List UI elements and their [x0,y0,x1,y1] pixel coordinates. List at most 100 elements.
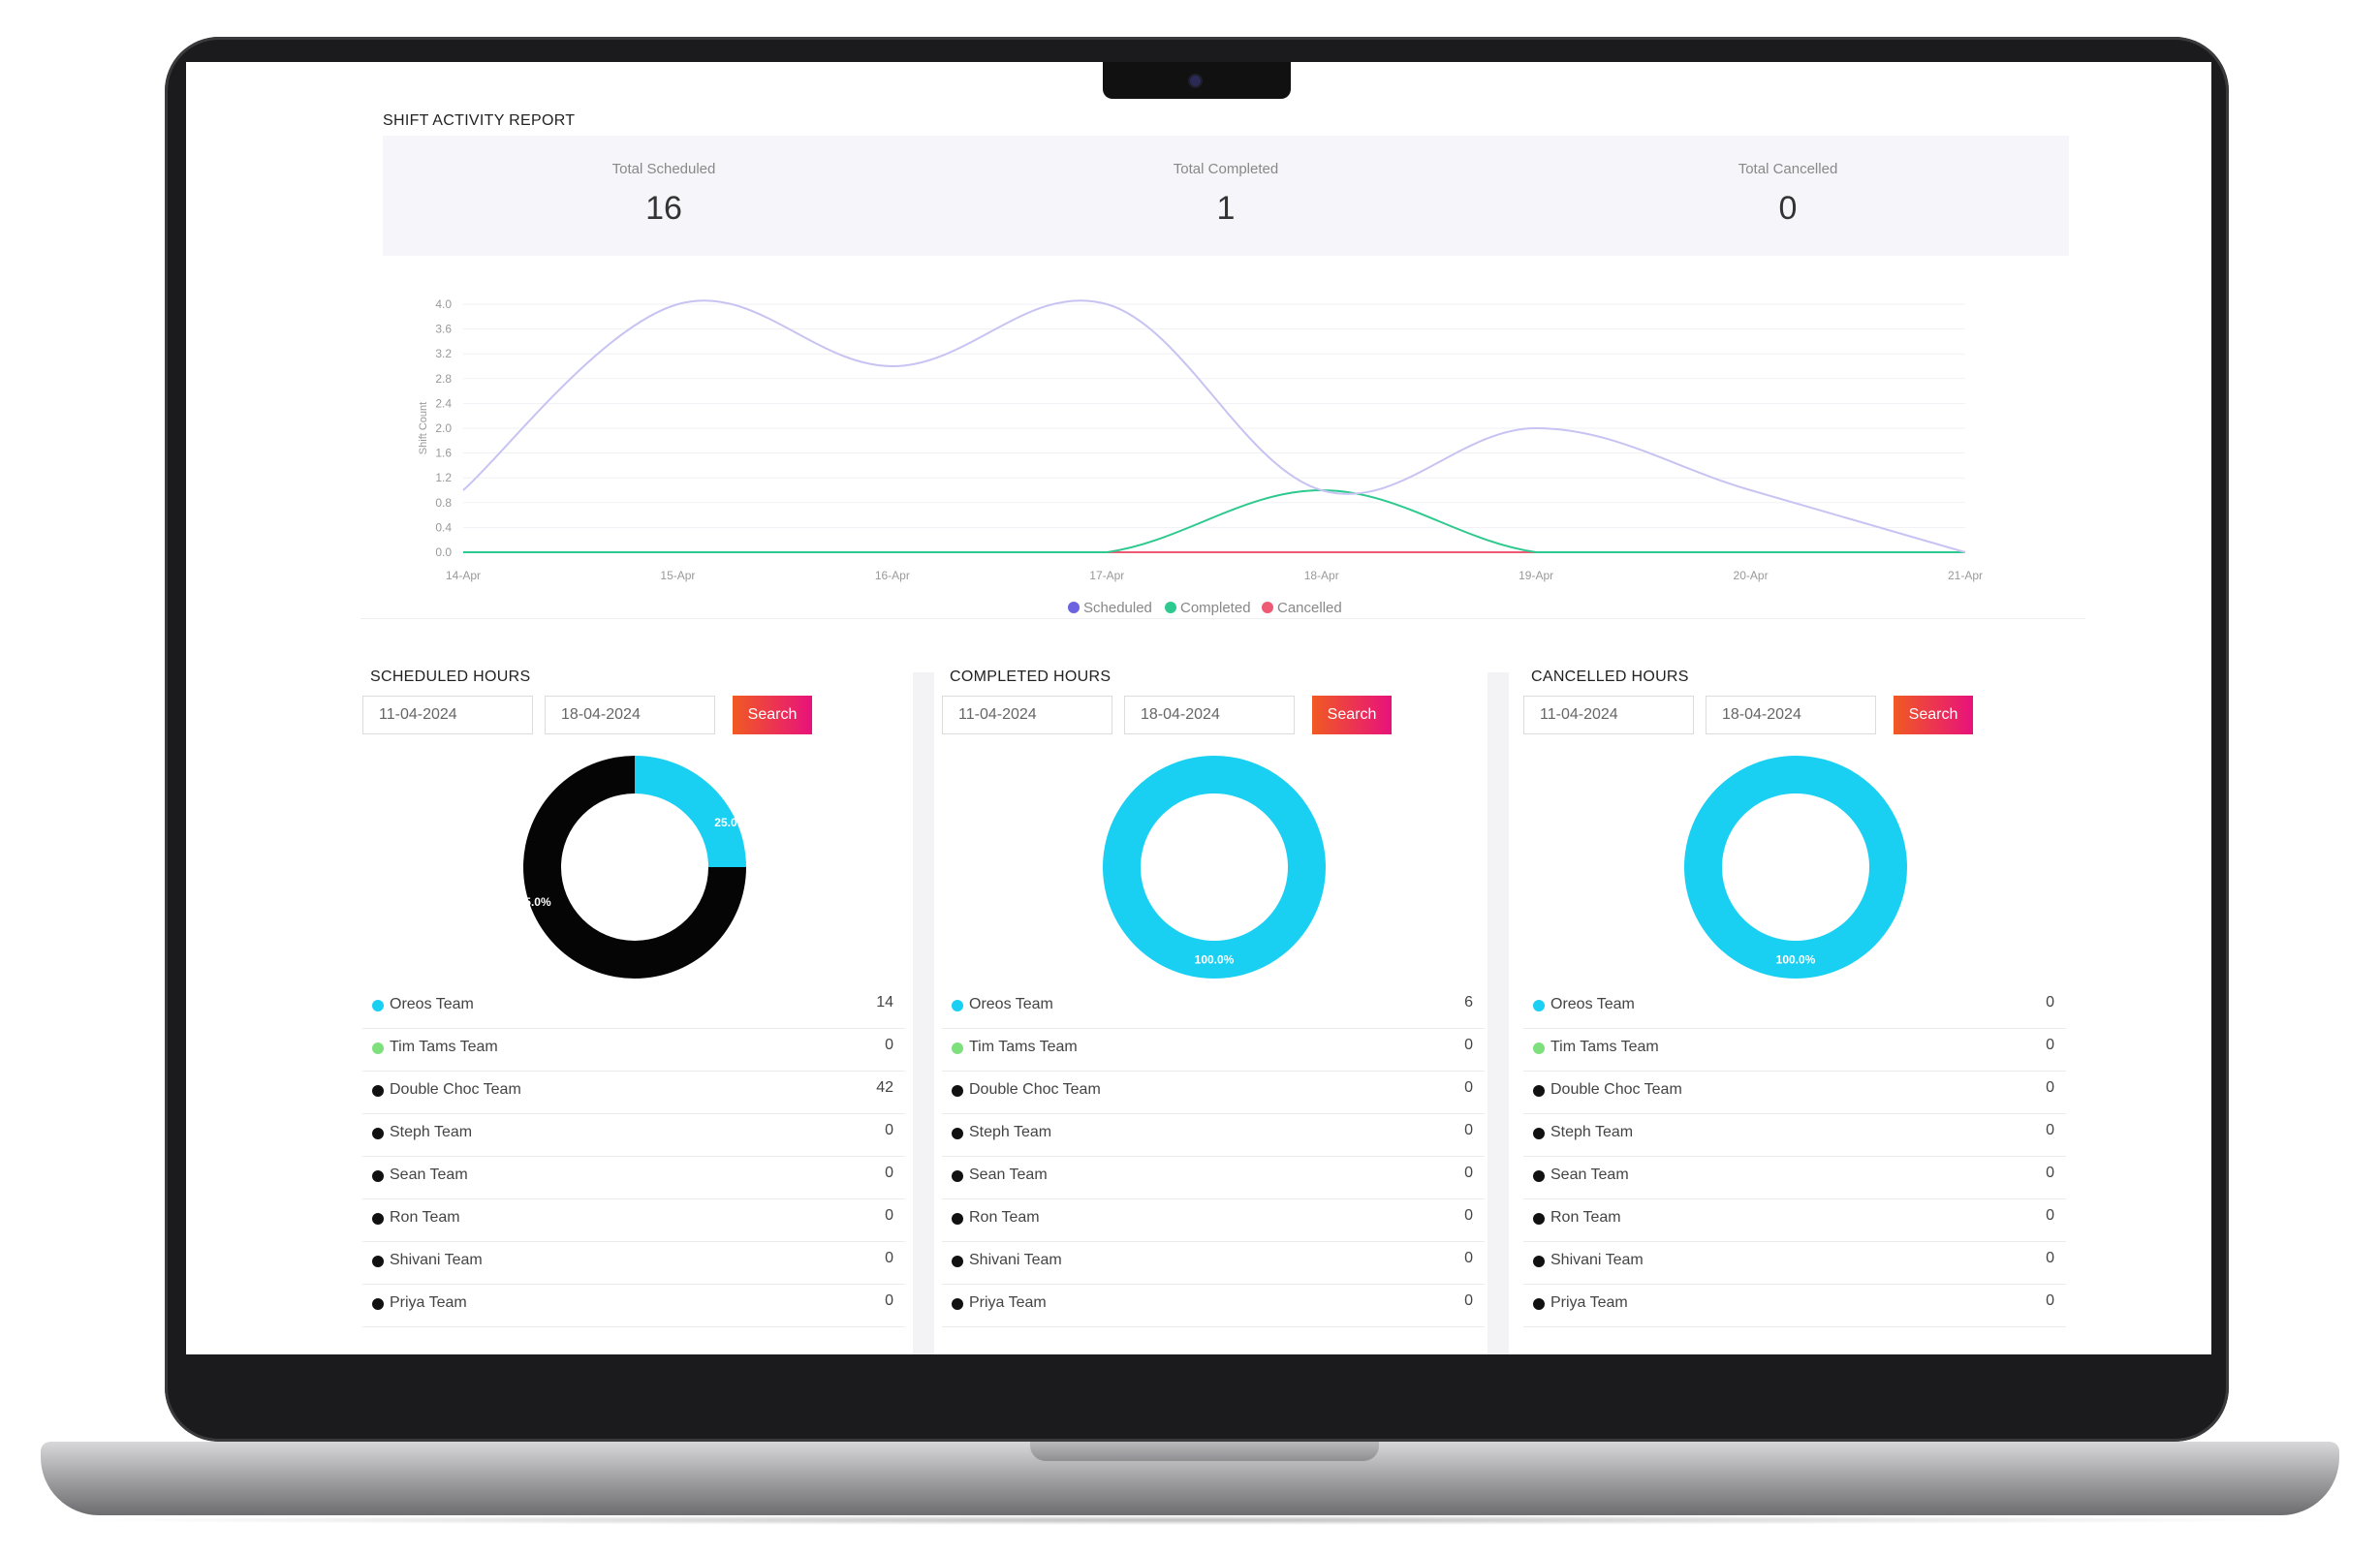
legend-dot-icon [952,1256,963,1267]
y-tick-label: 2.8 [435,372,452,386]
laptop-base-notch [1030,1442,1379,1461]
team-row: Shivani Team 0 [1523,1242,2066,1285]
x-tick-label: 20-Apr [1734,569,1769,582]
series-line-scheduled [462,299,1966,553]
team-row: Ron Team 0 [1523,1199,2066,1242]
team-row: Sean Team 0 [362,1157,905,1199]
team-row: Steph Team 0 [942,1114,1485,1157]
team-row: Tim Tams Team 0 [362,1029,905,1072]
y-tick-label: 3.2 [435,347,452,360]
donut-percent-label: 100.0% [1195,953,1235,967]
search-button[interactable]: Search [733,696,812,734]
stat-value: 1 [1216,190,1236,227]
team-hours-value: 0 [2046,1207,2054,1224]
team-hours-value: 0 [885,1292,893,1309]
shift-activity-line-chart: 4.0 3.6 3.2 2.8 2.4 2.0 1.6 1.2 0.8 0.4 0.0 14-Apr 1… [418,297,1983,616]
team-row: Oreos Team 6 [942,986,1485,1029]
legend-entry[interactable]: Scheduled [1083,600,1152,616]
legend-dot-icon [1533,1256,1545,1267]
legend-dot-icon [1533,1128,1545,1139]
team-hours-value: 0 [885,1250,893,1266]
team-name: Sean Team [390,1166,468,1183]
search-button[interactable]: Search [1312,696,1392,734]
team-name: Double Choc Team [1550,1081,1682,1098]
stat-total-cancelled: Total Cancelled 0 [1507,136,2069,256]
legend-dot-icon [1165,602,1176,613]
from-date-input[interactable] [942,696,1112,734]
x-tick-label: 16-Apr [875,569,910,582]
legend-dot-icon [372,1128,384,1139]
team-hours-value: 0 [2046,1292,2054,1309]
team-hours-value: 0 [2046,994,2054,1011]
legend-dot-icon [952,1000,963,1011]
panel-title: SCHEDULED HOURS [370,669,531,685]
search-button[interactable]: Search [1894,696,1973,734]
stat-label: Total Scheduled [611,161,716,177]
team-row: Ron Team 0 [942,1199,1485,1242]
team-hours-value: 0 [2046,1037,2054,1053]
to-date-input[interactable] [1706,696,1876,734]
stat-label: Total Cancelled [1738,161,1838,177]
x-tick-label: 14-Apr [446,569,481,582]
to-date-input[interactable] [1124,696,1295,734]
legend-dot-icon [1533,1000,1545,1011]
legend-dot-icon [372,1298,384,1310]
team-name: Oreos Team [969,996,1053,1012]
team-name: Oreos Team [1550,996,1635,1012]
legend-entry[interactable]: Completed [1180,600,1251,616]
y-tick-label: 0.4 [435,520,452,534]
team-hours-value: 0 [885,1122,893,1138]
report-title: SHIFT ACTIVITY REPORT [383,112,576,129]
team-name: Shivani Team [969,1252,1062,1268]
legend-dot-icon [372,1000,384,1011]
divider [360,618,2085,619]
y-tick-label: 1.6 [435,447,452,460]
x-tick-label: 17-Apr [1089,569,1124,582]
team-name: Double Choc Team [969,1081,1101,1098]
team-row: Sean Team 0 [1523,1157,2066,1199]
team-row: Double Choc Team 0 [1523,1072,2066,1114]
legend-dot-icon [952,1042,963,1054]
to-date-input[interactable] [545,696,715,734]
team-row: Tim Tams Team 0 [1523,1029,2066,1072]
team-name: Ron Team [969,1209,1040,1226]
team-list: Oreos Team 6 Tim Tams Team 0 Double Choc Tea… [942,986,1485,1327]
series-line-completed [462,488,1965,554]
donut-slice [1684,756,1907,979]
donut-percent-label: 75.0% [523,895,551,909]
donut-chart: 100.0% [1103,756,1326,979]
y-tick-label: 2.0 [435,421,452,435]
team-hours-value: 0 [885,1165,893,1181]
stats-panel: Total Scheduled 16 Total Completed 1 Tot… [383,136,2069,256]
team-hours-value: 0 [1464,1122,1473,1138]
team-name: Priya Team [390,1294,467,1311]
team-name: Steph Team [390,1124,473,1140]
cancelled-hours-panel: CANCELLED HOURS Search 100.0% Oreos Team… [1523,653,2066,1354]
legend-dot-icon [372,1256,384,1267]
team-hours-value: 0 [1464,1165,1473,1181]
legend-entry[interactable]: Cancelled [1277,600,1342,616]
legend-dot-icon [1533,1042,1545,1054]
team-name: Priya Team [1550,1294,1628,1311]
team-name: Sean Team [1550,1166,1629,1183]
stat-label: Total Completed [1173,161,1279,177]
team-hours-value: 0 [2046,1250,2054,1266]
team-name: Double Choc Team [390,1081,521,1098]
y-tick-label: 4.0 [435,297,452,311]
legend-dot-icon [372,1042,384,1054]
stat-value: 16 [645,190,682,227]
from-date-input[interactable] [1523,696,1694,734]
from-date-input[interactable] [362,696,533,734]
team-hours-value: 0 [885,1037,893,1053]
team-row: Priya Team 0 [942,1285,1485,1327]
legend-dot-icon [372,1085,384,1097]
team-name: Sean Team [969,1166,1048,1183]
legend-dot-icon [1533,1213,1545,1225]
camera-icon [1190,76,1201,86]
legend-dot-icon [1533,1085,1545,1097]
team-hours-value: 0 [1464,1037,1473,1053]
legend-dot-icon [952,1128,963,1139]
laptop-shadow [68,1515,2312,1525]
team-hours-value: 0 [2046,1079,2054,1096]
app-screen: SHIFT ACTIVITY REPORT Total Scheduled 16… [186,62,2211,1354]
